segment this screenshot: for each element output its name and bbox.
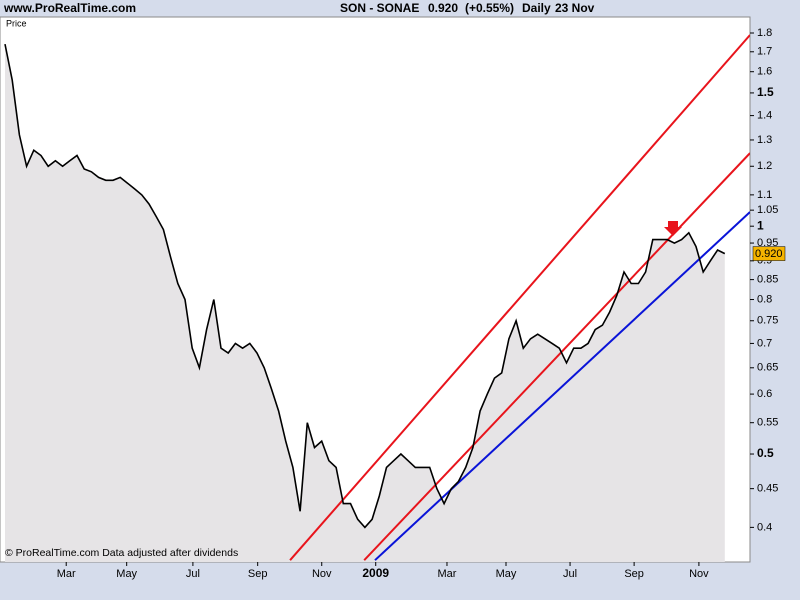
last-price-box xyxy=(752,246,786,261)
x-tick-label: May xyxy=(116,568,137,580)
x-tick-label: Mar xyxy=(57,568,76,580)
y-tick-label: 1.5 xyxy=(757,85,774,99)
x-tick-label: Sep xyxy=(248,568,268,580)
y-tick-label: 0.4 xyxy=(757,521,772,533)
y-axis-label: Price xyxy=(6,18,27,28)
price-area xyxy=(5,44,725,562)
trendline xyxy=(374,211,750,561)
x-tick-label: Jul xyxy=(563,568,577,580)
last-price: 0.920 xyxy=(428,1,458,15)
price-line xyxy=(4,43,726,529)
y-tick-label: 0.85 xyxy=(757,274,778,286)
x-tick-label: Jul xyxy=(186,568,200,580)
y-tick-label: 0.55 xyxy=(757,417,778,429)
last-price-label: 0.920 xyxy=(755,248,783,260)
x-tick-label: May xyxy=(496,568,517,580)
change: (+0.55%) xyxy=(465,1,514,15)
date: 23 Nov xyxy=(555,1,595,15)
period: Daily xyxy=(522,1,551,15)
y-tick-label: 0.6 xyxy=(757,388,772,400)
x-tick-label: 2009 xyxy=(362,566,389,580)
y-tick-label: 0.95 xyxy=(757,237,778,249)
source: www.ProRealTime.com xyxy=(3,1,136,15)
y-tick-label: 1.6 xyxy=(757,66,772,78)
x-tick-label: Sep xyxy=(624,568,644,580)
y-tick-label: 1.2 xyxy=(757,160,772,172)
y-tick-label: 0.45 xyxy=(757,483,778,495)
trendline xyxy=(363,152,750,561)
y-tick-label: 1.3 xyxy=(757,134,772,146)
x-tick-label: Nov xyxy=(689,568,709,580)
x-tick-label: Mar xyxy=(438,568,457,580)
chart-title: SON - SONAE xyxy=(340,1,419,15)
footer: © ProRealTime.com Data adjusted after di… xyxy=(5,547,238,559)
y-tick-label: 1.1 xyxy=(757,189,772,201)
y-tick-label: 1.4 xyxy=(757,110,772,122)
y-tick-label: 1 xyxy=(757,218,764,232)
y-tick-label: 0.75 xyxy=(757,315,778,327)
y-tick-label: 0.8 xyxy=(757,293,772,305)
x-tick-label: Nov xyxy=(312,568,332,580)
y-tick-label: 0.5 xyxy=(757,446,774,460)
y-tick-label: 1.8 xyxy=(757,27,772,39)
y-tick-label: 1.05 xyxy=(757,204,778,216)
trendline xyxy=(289,34,750,561)
plot-layer xyxy=(4,34,750,562)
signal-arrow xyxy=(664,221,682,236)
y-tick-label: 0.7 xyxy=(757,337,772,349)
y-tick-label: 1.7 xyxy=(757,46,772,58)
y-tick-label: 0.65 xyxy=(757,362,778,374)
